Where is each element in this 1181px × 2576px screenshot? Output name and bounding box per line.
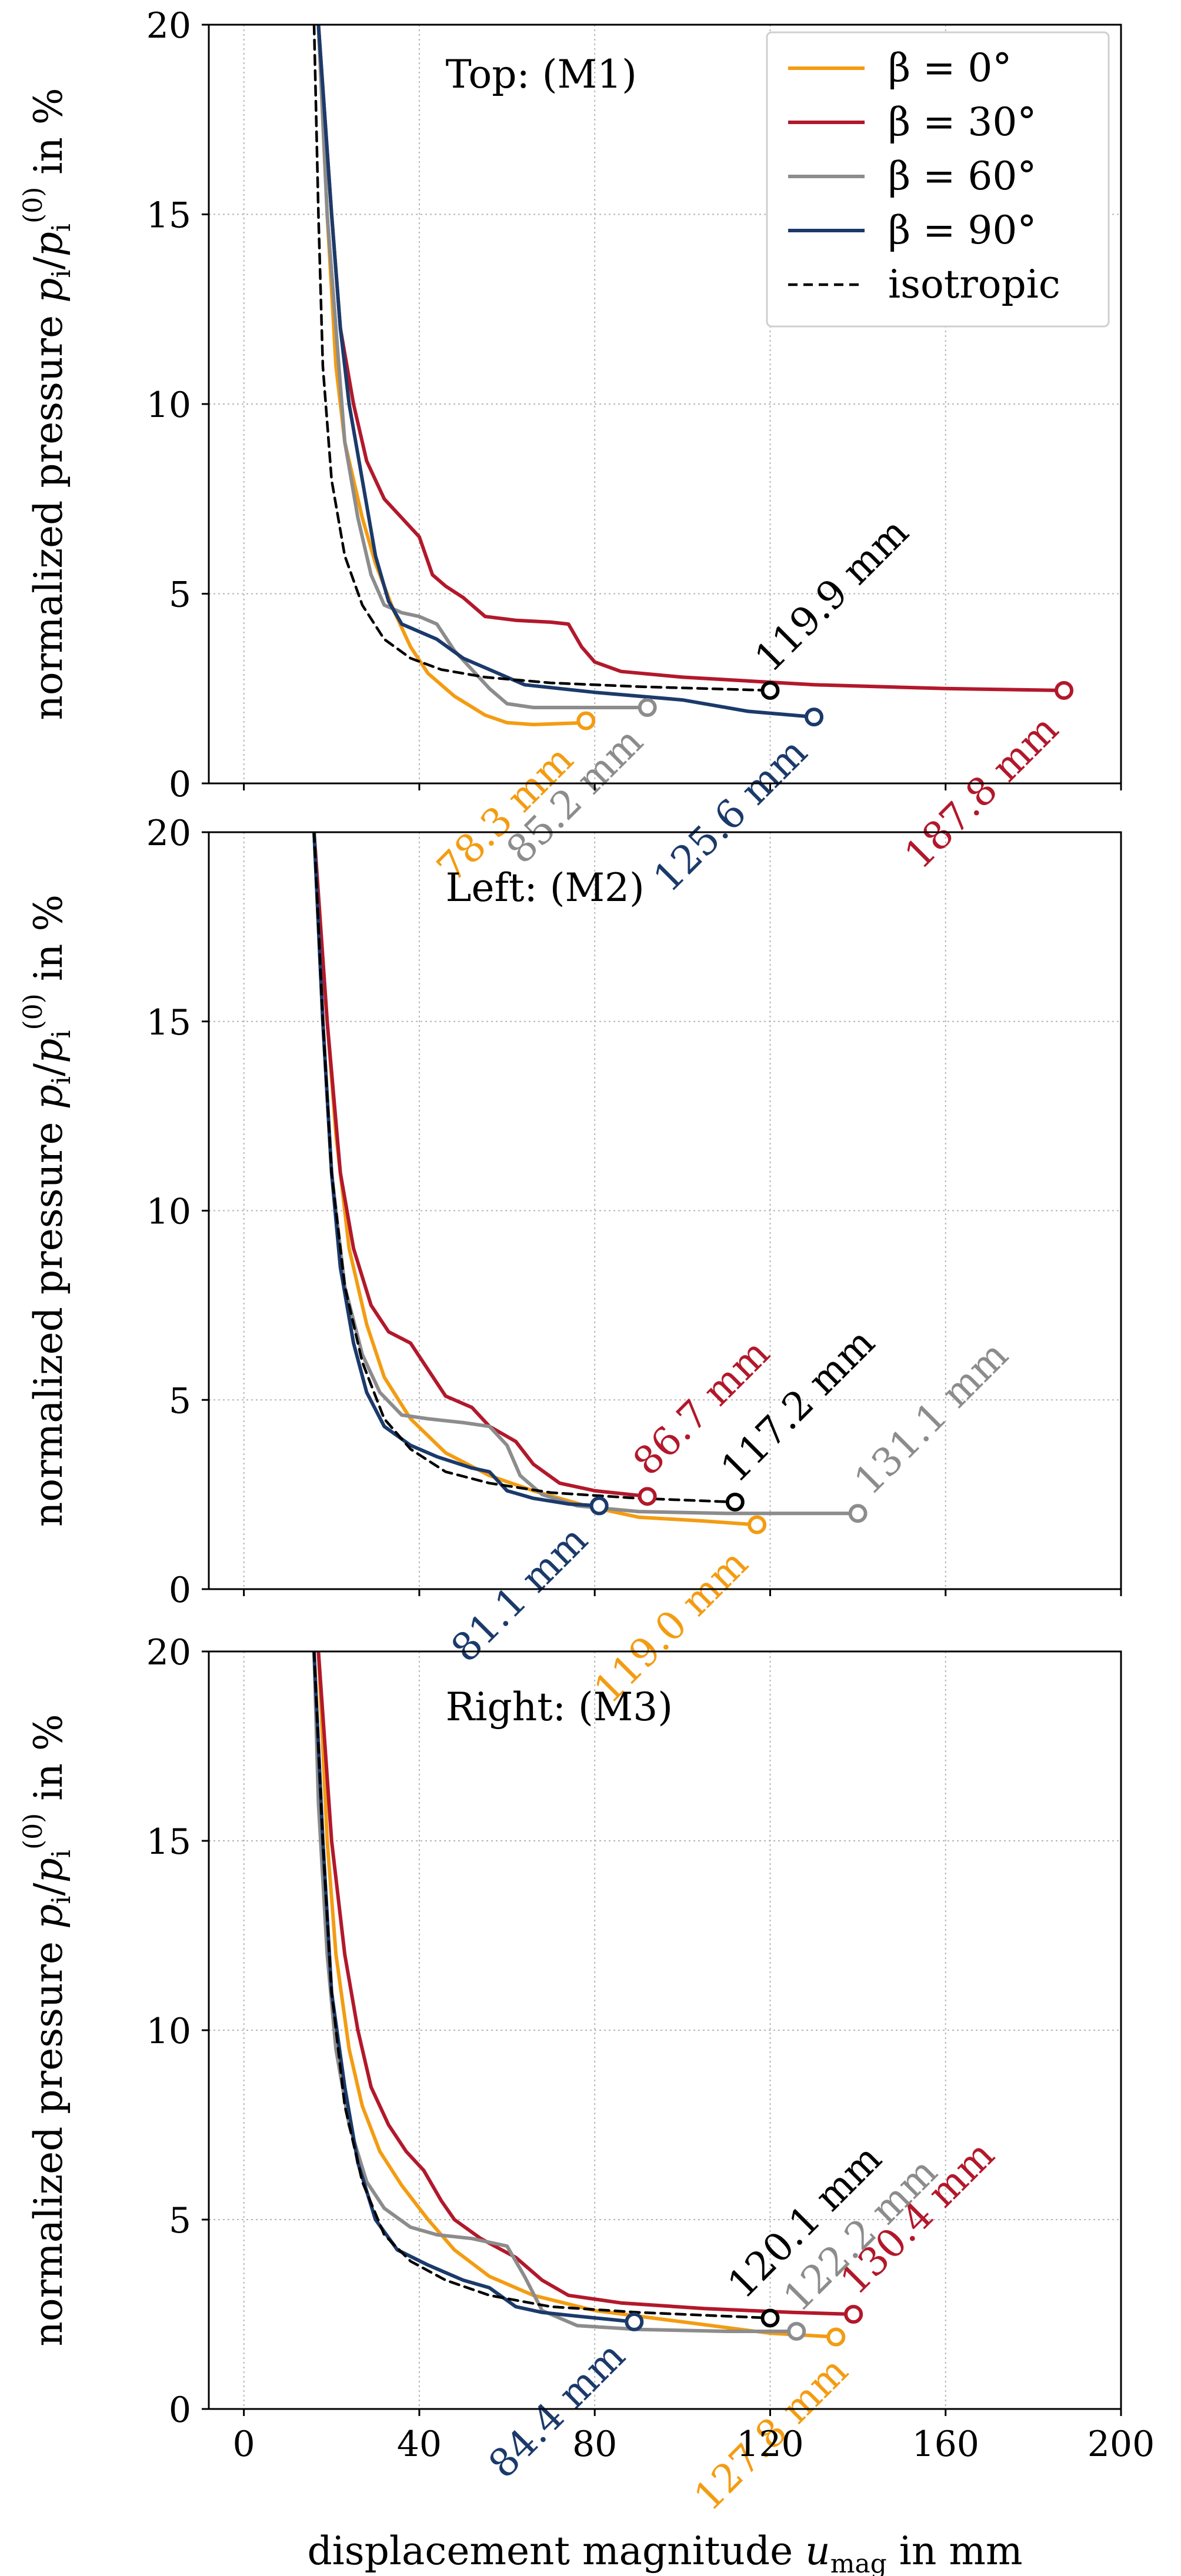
x-tick-label: 80 (572, 2424, 617, 2465)
y-tick-label: 15 (146, 1002, 191, 1043)
y-tick-label: 15 (146, 1821, 191, 1863)
y-axis-label: normalized pressure pi/pi(0) in % (18, 88, 76, 720)
y-tick-label: 5 (169, 575, 191, 616)
series-end-marker-beta_90 (625, 2312, 644, 2331)
series-end-marker-isotropic (760, 2308, 780, 2328)
y-tick-label: 0 (169, 2390, 191, 2431)
y-tick-label: 0 (169, 1570, 191, 1611)
series-end-marker-beta_60 (787, 2321, 806, 2341)
y-tick-label: 10 (146, 1192, 191, 1233)
y-tick-label: 0 (169, 764, 191, 805)
plot-area (312, 25, 1066, 726)
legend-label-beta_30: β = 30° (888, 99, 1036, 145)
y-tick-label: 10 (146, 2011, 191, 2052)
x-tick-label: 160 (912, 2424, 979, 2465)
end-label-beta_90: 81.1 mm (442, 1517, 596, 1671)
series-end-marker-isotropic (725, 1492, 745, 1511)
x-tick-label: 40 (397, 2424, 442, 2465)
y-tick-label: 20 (146, 1632, 191, 1673)
y-tick-label: 20 (146, 813, 191, 854)
legend-label-beta_90: β = 90° (888, 208, 1036, 253)
y-tick-label: 10 (146, 385, 191, 426)
series-line-isotropic (312, 1651, 772, 2320)
legend-box (766, 31, 1110, 328)
y-tick-label: 5 (169, 1380, 191, 1422)
legend: β = 0° β = 30° β = 60° β = 90° isotropic (766, 31, 1110, 328)
series-end-marker-beta_30 (638, 1487, 657, 1506)
x-tick-label: 200 (1087, 2424, 1155, 2465)
y-axis-label: normalized pressure pi/pi(0) in % (18, 895, 76, 1527)
y-axis-label: normalized pressure pi/pi(0) in % (18, 1714, 76, 2346)
panel-title: Right: (M3) (446, 1684, 673, 1730)
end-label-isotropic: 119.9 mm (746, 509, 917, 680)
series-end-marker-isotropic (760, 680, 780, 700)
series-end-marker-beta_0 (826, 2327, 846, 2347)
series-line-isotropic (312, 832, 737, 1504)
series-line-beta_90 (312, 1651, 636, 2324)
legend-label-beta_60: β = 60° (888, 154, 1036, 199)
series-line-beta_0 (316, 1651, 838, 2339)
series-line-beta_30 (312, 832, 649, 1499)
series-line-beta_30 (316, 1651, 856, 2316)
series-line-beta_90 (312, 832, 601, 1508)
series-end-marker-beta_60 (638, 698, 657, 717)
series-line-beta_30 (316, 25, 1066, 692)
legend-label-beta_0: β = 0° (888, 45, 1012, 91)
series-end-marker-beta_90 (805, 708, 824, 727)
series-line-isotropic (312, 25, 772, 692)
series-line-beta_60 (316, 25, 649, 709)
panel-title: Left: (M2) (446, 865, 645, 910)
series-line-beta_90 (316, 25, 816, 719)
series-end-marker-beta_0 (748, 1515, 767, 1534)
series-end-marker-beta_60 (848, 1504, 868, 1523)
legend-label-isotropic: isotropic (888, 262, 1060, 307)
y-tick-label: 5 (169, 2200, 191, 2241)
y-tick-label: 15 (146, 195, 191, 236)
end-label-beta_90: 125.6 mm (645, 729, 816, 900)
y-tick-label: 20 (146, 5, 191, 46)
series-end-marker-beta_90 (589, 1496, 609, 1516)
series-end-marker-beta_0 (576, 711, 596, 730)
series-end-marker-beta_30 (844, 2305, 863, 2324)
series-end-marker-beta_30 (1055, 680, 1074, 700)
end-label-beta_30: 187.8 mm (896, 706, 1067, 877)
x-axis-label: displacement magnitude umag in mm (307, 2528, 1022, 2576)
series-line-beta_60 (312, 1651, 799, 2333)
panel-title: Top: (M1) (446, 52, 637, 97)
plot-area (312, 1651, 856, 2339)
x-tick-label: 120 (736, 2424, 804, 2465)
x-tick-label: 0 (233, 2424, 255, 2465)
series-line-beta_0 (316, 25, 588, 726)
